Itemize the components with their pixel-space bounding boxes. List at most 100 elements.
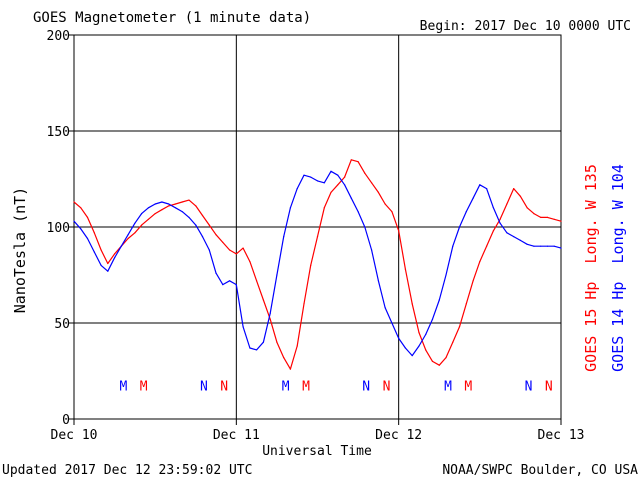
data-point (384, 203, 386, 205)
event-marker-m: M (302, 379, 310, 394)
data-point (323, 182, 325, 184)
y-tick-label: 150 (47, 125, 70, 140)
data-point (350, 159, 352, 161)
data-point (195, 205, 197, 207)
data-point (256, 349, 258, 351)
data-point (188, 216, 190, 218)
legend-goes14: GOES 14 Hp Long. W 104 (609, 164, 627, 372)
series-line-goes14 (73, 170, 562, 357)
data-point (465, 211, 467, 213)
data-point (438, 299, 440, 301)
footer-updated: Updated 2017 Dec 12 23:59:02 UTC (2, 463, 252, 478)
data-point (93, 251, 95, 253)
data-point (100, 249, 102, 251)
x-tick-label: Dec 13 (538, 428, 585, 443)
data-point (377, 280, 379, 282)
data-point (506, 203, 508, 205)
data-point (546, 216, 549, 218)
data-point (371, 182, 373, 184)
data-point (364, 172, 366, 174)
data-point (141, 213, 143, 215)
data-point (404, 347, 406, 349)
data-point (438, 364, 440, 366)
data-point (289, 368, 291, 370)
data-point (242, 247, 244, 249)
data-point (330, 191, 332, 193)
data-point (134, 222, 136, 224)
data-point (323, 207, 325, 209)
data-point (269, 318, 271, 320)
data-point (371, 249, 373, 251)
series-lines (73, 159, 562, 370)
data-point (560, 247, 562, 249)
data-point (519, 239, 522, 241)
data-point (242, 326, 244, 328)
data-point (425, 349, 427, 351)
data-point (235, 253, 237, 255)
event-marker-n: N (545, 379, 553, 394)
data-point (452, 341, 454, 343)
data-point (344, 176, 346, 178)
data-point (344, 184, 346, 186)
data-point (540, 245, 542, 247)
data-point (73, 201, 75, 203)
data-point (499, 222, 501, 224)
chart-title: GOES Magnetometer (1 minute data) (33, 10, 311, 26)
data-point (513, 236, 515, 238)
data-point (526, 207, 528, 209)
x-axis-ticks: Dec 10 Dec 11 Dec 12 Dec 13 (51, 419, 585, 443)
data-point (215, 234, 217, 236)
footer-source: NOAA/SWPC Boulder, CO USA (442, 463, 638, 478)
data-point (546, 245, 549, 247)
data-point (445, 357, 447, 359)
data-point (519, 195, 522, 197)
event-marker-m: M (140, 379, 148, 394)
data-point (161, 209, 163, 211)
data-point (283, 236, 285, 238)
data-point (161, 201, 163, 203)
data-point (377, 191, 379, 193)
data-point (147, 207, 149, 209)
data-point (188, 199, 190, 201)
data-point (452, 245, 454, 247)
data-point (486, 245, 488, 247)
data-point (492, 230, 494, 232)
data-point (553, 245, 555, 247)
data-point (479, 184, 481, 186)
data-point (181, 201, 183, 203)
data-point (533, 213, 535, 215)
data-point (86, 216, 89, 218)
data-point (431, 318, 434, 320)
data-point (127, 234, 129, 236)
data-point (472, 280, 474, 282)
x-tick-label: Dec 11 (213, 428, 260, 443)
y-tick-label: 50 (54, 317, 70, 332)
data-point (147, 218, 149, 220)
data-point (337, 174, 339, 176)
data-point (283, 357, 285, 359)
data-point (540, 216, 542, 218)
data-point (86, 237, 89, 240)
data-point (486, 188, 488, 190)
data-point (425, 333, 427, 336)
y-tick-label: 0 (62, 413, 70, 428)
data-point (418, 345, 420, 347)
data-point (398, 230, 400, 232)
data-point (80, 207, 82, 209)
data-point (465, 303, 467, 305)
data-point (107, 270, 109, 272)
data-point (73, 220, 75, 222)
data-point (276, 274, 278, 276)
data-point (229, 249, 231, 251)
event-marker-n: N (525, 379, 533, 394)
data-point (337, 184, 339, 186)
data-point (262, 341, 264, 343)
data-point (526, 243, 528, 245)
data-point (114, 253, 116, 255)
data-point (181, 211, 183, 213)
data-point (222, 284, 224, 286)
data-point (303, 174, 305, 176)
data-point (303, 303, 305, 305)
